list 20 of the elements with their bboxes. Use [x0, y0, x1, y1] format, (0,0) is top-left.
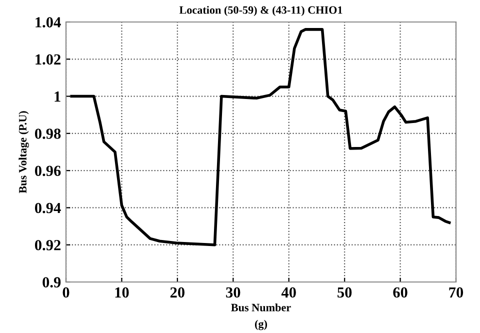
y-tick-label: 0.9: [42, 277, 61, 288]
x-tick-label: 0: [62, 287, 70, 298]
y-tick-label: 0.94: [34, 202, 61, 214]
text: (g): [255, 320, 267, 330]
x-tick-label: 60: [393, 287, 408, 298]
y-tick-label: 0.92: [34, 240, 60, 250]
y-tick-label: 1: [54, 92, 60, 102]
y-tick-label: 1.04: [36, 17, 61, 28]
x-tick-label: 20: [170, 287, 184, 298]
x-tick-label: 40: [281, 287, 296, 298]
chart-title: Location (50-59) & (43-11) CHIO1: [179, 6, 342, 16]
y-tick-label: 0.96: [34, 166, 61, 176]
y-tick-label: 1.02: [36, 54, 60, 65]
x-tick-label: 30: [226, 287, 240, 298]
y-tick-label: 0.98: [34, 128, 61, 139]
x-tick-label: 70: [449, 287, 464, 298]
y-axis-title: Bus Voltage (P.U): [18, 111, 29, 194]
x-tick-label: 10: [115, 287, 129, 298]
x-axis-title: Bus Number: [231, 303, 291, 312]
x-tick-label: 50: [338, 287, 352, 298]
